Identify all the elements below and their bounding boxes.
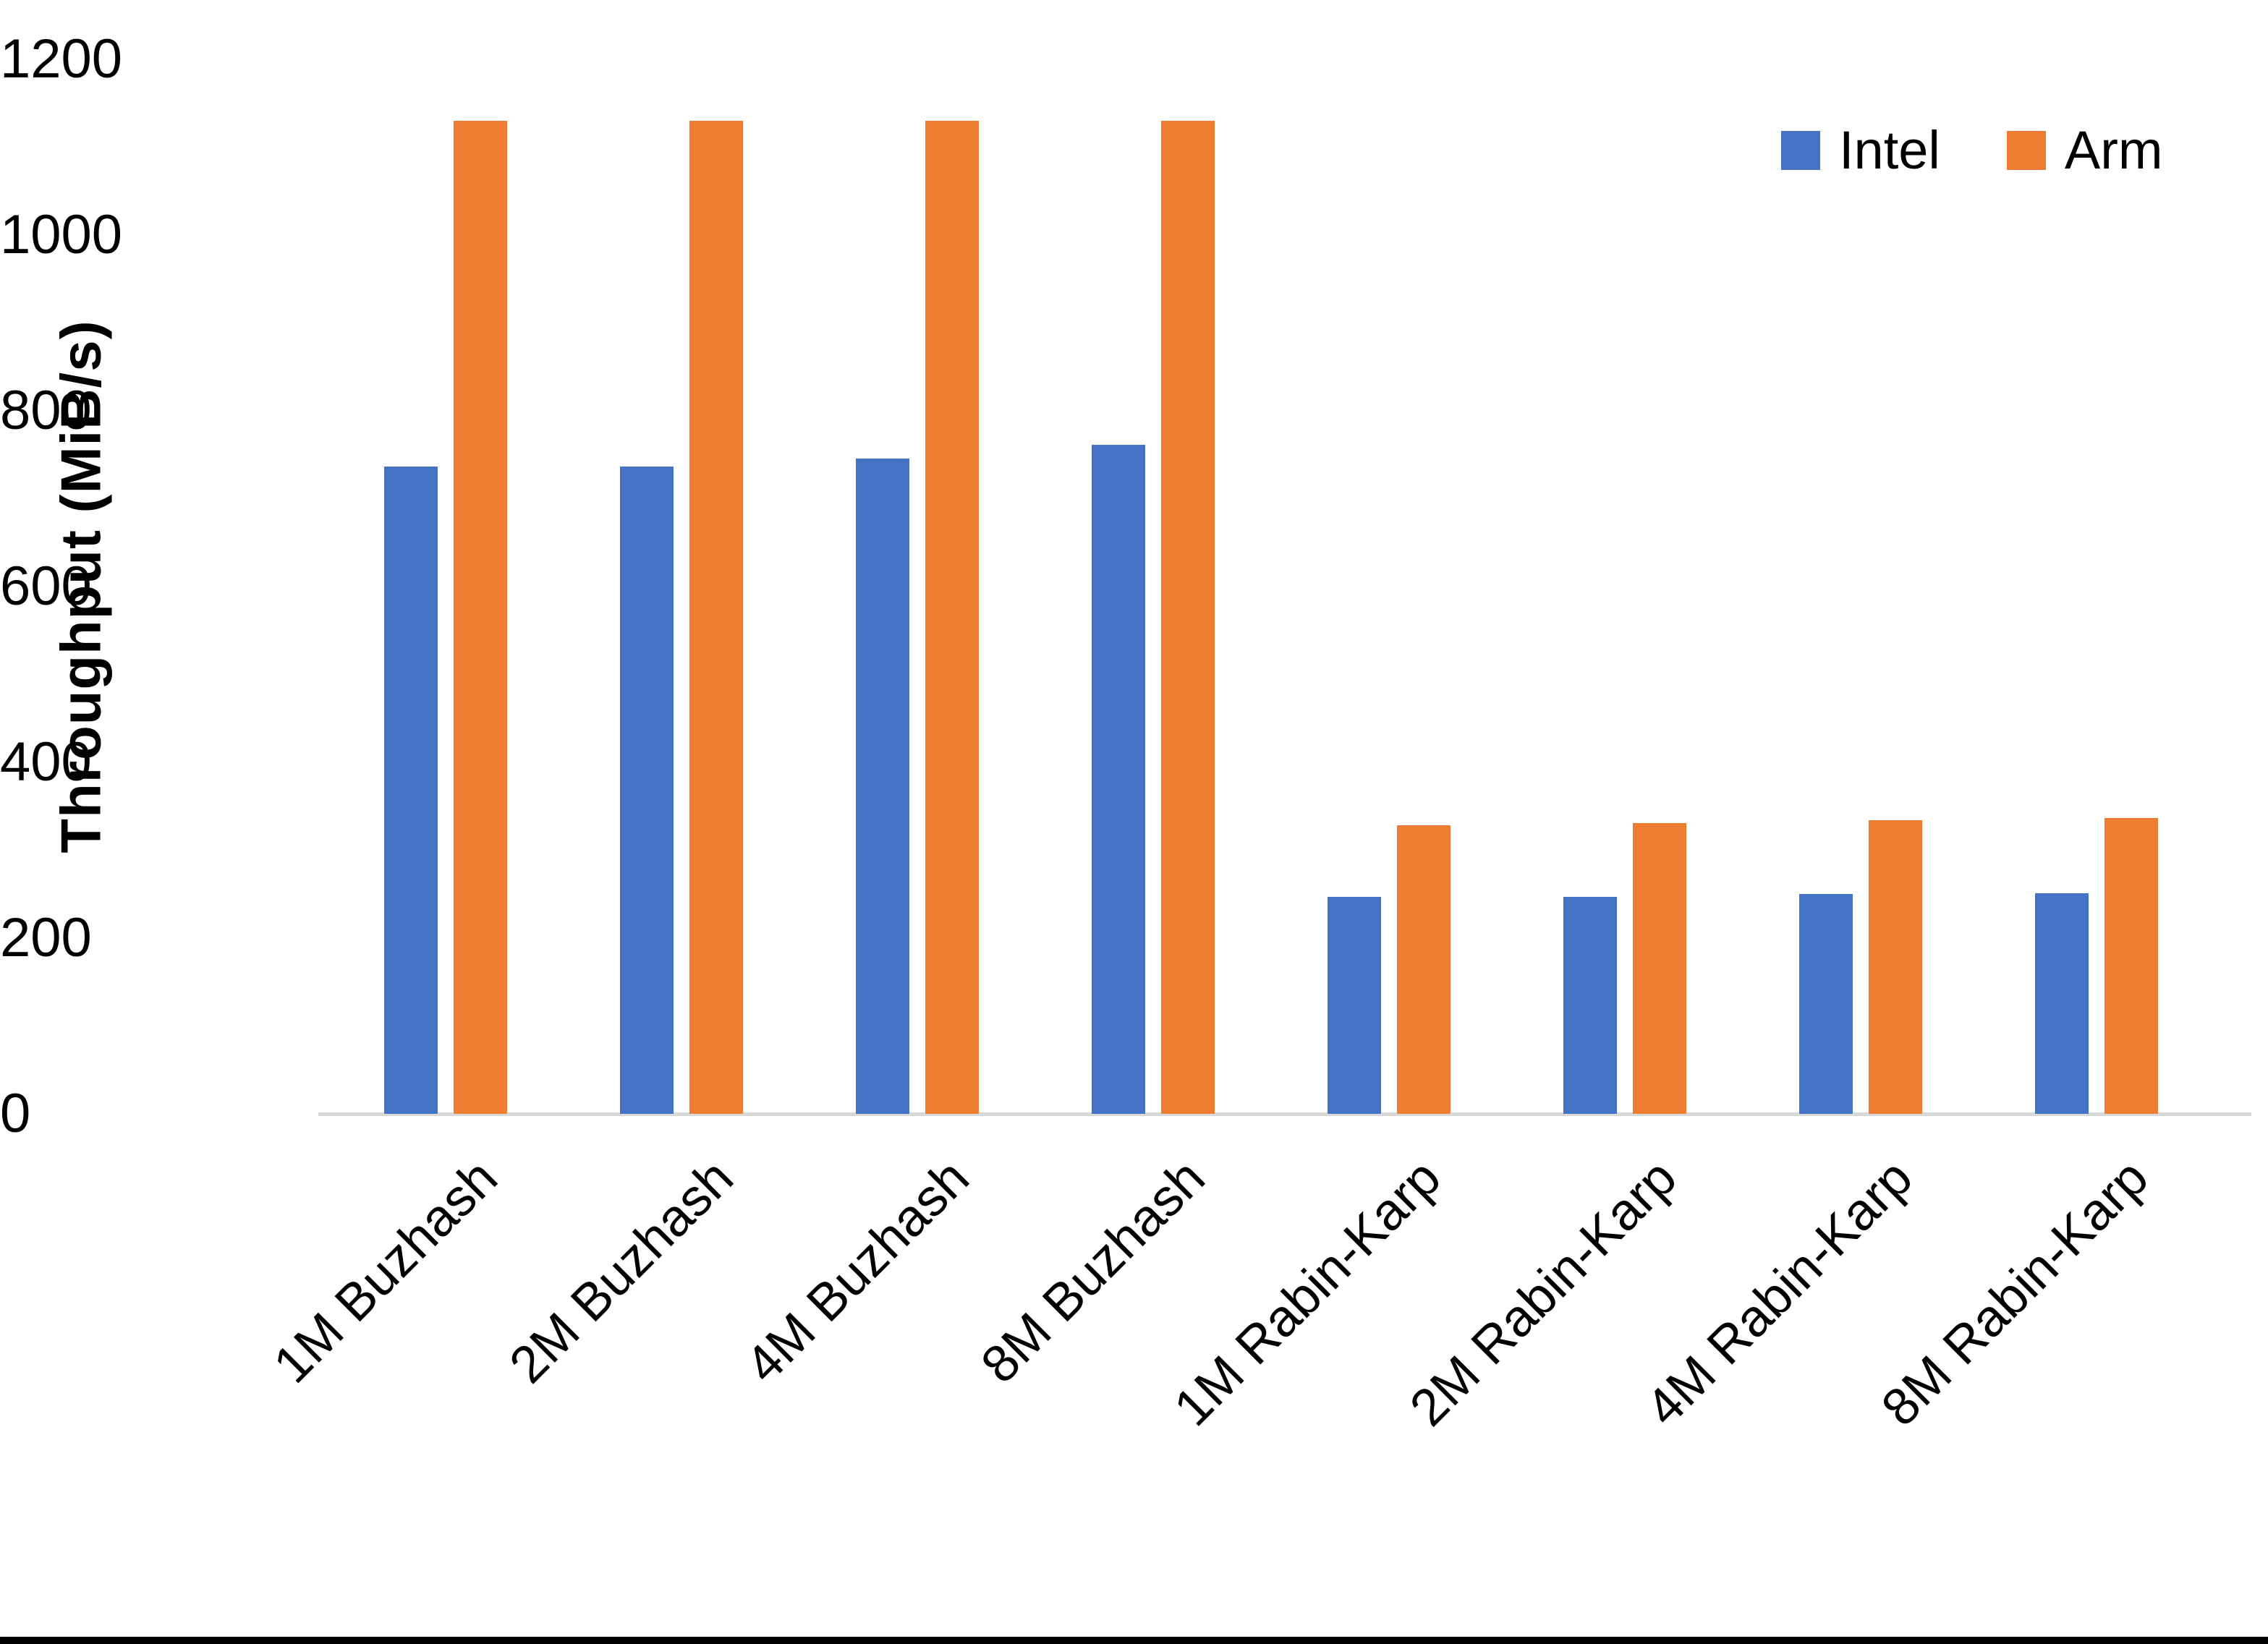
bar-arm-4m-buzhash: [925, 121, 979, 1114]
bar-arm-2m-buzhash: [689, 121, 743, 1114]
bar-intel-4m-buzhash: [856, 459, 909, 1114]
bar-intel-2m-buzhash: [620, 467, 674, 1114]
bar-arm-1m-buzhash: [454, 121, 507, 1114]
legend-item-arm: Arm: [2006, 120, 2163, 180]
arm-legend-swatch: [2006, 131, 2046, 170]
bar-intel-1m-rabin-karp: [1328, 897, 1381, 1114]
bar-intel-1m-buzhash: [384, 467, 438, 1114]
bar-intel-4m-rabin-karp: [1799, 894, 1853, 1114]
bar-intel-8m-rabin-karp: [2035, 893, 2089, 1114]
x-tick-label-8m-buzhash: 8M Buzhash: [970, 1149, 1216, 1394]
bar-arm-4m-rabin-karp: [1869, 820, 1922, 1114]
bar-arm-2m-rabin-karp: [1633, 823, 1686, 1114]
x-axis-line: [318, 1112, 2251, 1116]
plot-area: [328, 59, 2250, 1114]
y-axis-ticks: 1200 1000 800 600 400 200 0: [0, 28, 123, 1144]
legend: Intel Arm: [1781, 122, 2163, 179]
intel-legend-swatch: [1781, 131, 1820, 170]
x-tick-label-1m-buzhash: 1M Buzhash: [263, 1149, 509, 1394]
bar-arm-8m-rabin-karp: [2105, 818, 2158, 1114]
legend-item-intel: Intel: [1781, 122, 1940, 179]
bar-intel-2m-rabin-karp: [1563, 897, 1617, 1114]
arm-legend-label: Arm: [2064, 120, 2163, 180]
bar-arm-8m-buzhash: [1161, 121, 1215, 1114]
intel-legend-label: Intel: [1839, 120, 1940, 180]
x-tick-label-4m-buzhash: 4M Buzhash: [734, 1149, 980, 1394]
x-tick-label-2m-buzhash: 2M Buzhash: [498, 1149, 744, 1394]
bar-arm-1m-rabin-karp: [1397, 825, 1451, 1114]
bottom-border-bar: [0, 1637, 2268, 1644]
bar-intel-8m-buzhash: [1092, 445, 1145, 1114]
